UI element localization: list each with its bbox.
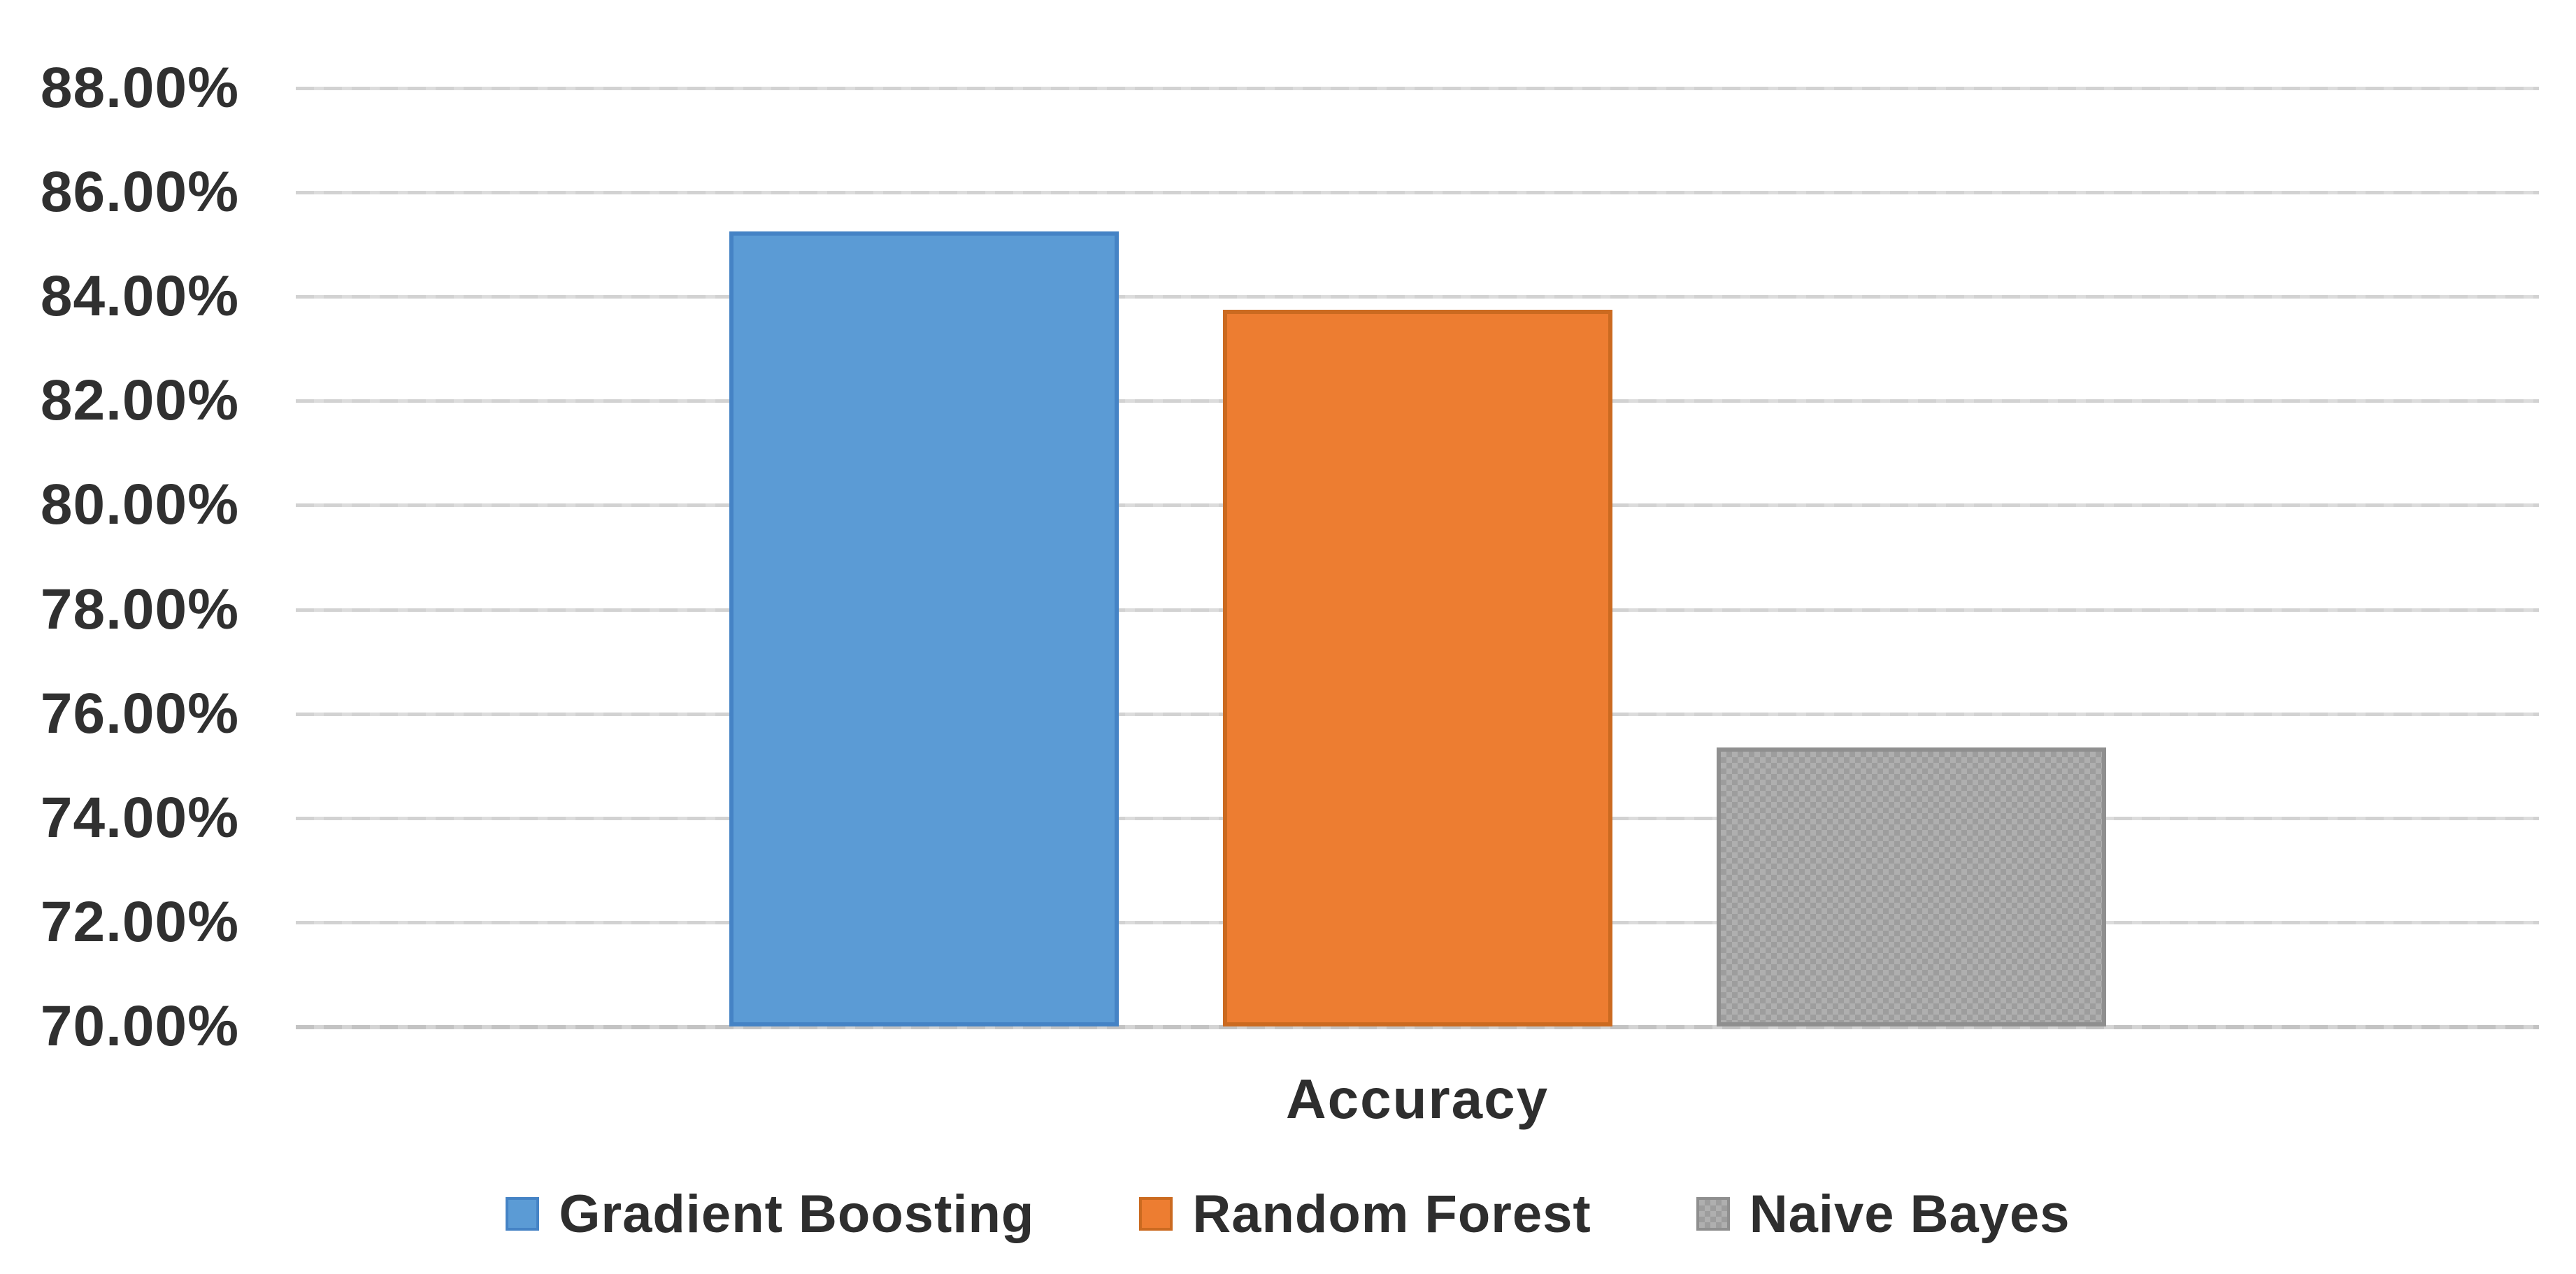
legend-item-gradient-boosting: Gradient Boosting	[506, 1184, 1034, 1245]
y-axis-tick-label: 86.00%	[40, 160, 239, 224]
y-axis-tick-label: 74.00%	[40, 786, 239, 850]
chart-legend: Gradient Boosting Random Forest Naive Baye…	[0, 1172, 2576, 1256]
legend-swatch-random-forest	[1139, 1197, 1173, 1231]
y-axis-tick-label: 88.00%	[40, 56, 239, 120]
x-axis-label: Accuracy	[1285, 1068, 1550, 1130]
gridline	[296, 87, 2539, 90]
legend-label-random-forest: Random Forest	[1192, 1184, 1591, 1244]
y-axis-tick-label: 80.00%	[40, 473, 239, 536]
bar-gradient-boosting	[729, 231, 1119, 1026]
y-axis-tick-label: 82.00%	[40, 368, 239, 432]
legend-swatch-naive-bayes	[1696, 1197, 1730, 1231]
y-axis-tick-label: 72.00%	[40, 890, 239, 954]
y-axis-tick-label: 78.00%	[40, 578, 239, 641]
gridline	[296, 295, 2539, 299]
legend-item-naive-bayes: Naive Bayes	[1696, 1184, 2070, 1245]
legend-label-gradient-boosting: Gradient Boosting	[559, 1184, 1035, 1244]
y-axis-tick-label: 76.00%	[40, 682, 239, 745]
x-axis-line	[296, 1025, 2539, 1029]
bar-naive-bayes	[1717, 747, 2106, 1026]
bar-random-forest	[1223, 310, 1612, 1026]
y-axis-tick-label: 84.00%	[40, 264, 239, 328]
legend-swatch-gradient-boosting	[506, 1197, 540, 1231]
gridline	[296, 191, 2539, 194]
legend-item-random-forest: Random Forest	[1139, 1184, 1591, 1245]
y-axis-tick-label: 70.00%	[40, 994, 239, 1058]
legend-label-naive-bayes: Naive Bayes	[1749, 1184, 2070, 1244]
